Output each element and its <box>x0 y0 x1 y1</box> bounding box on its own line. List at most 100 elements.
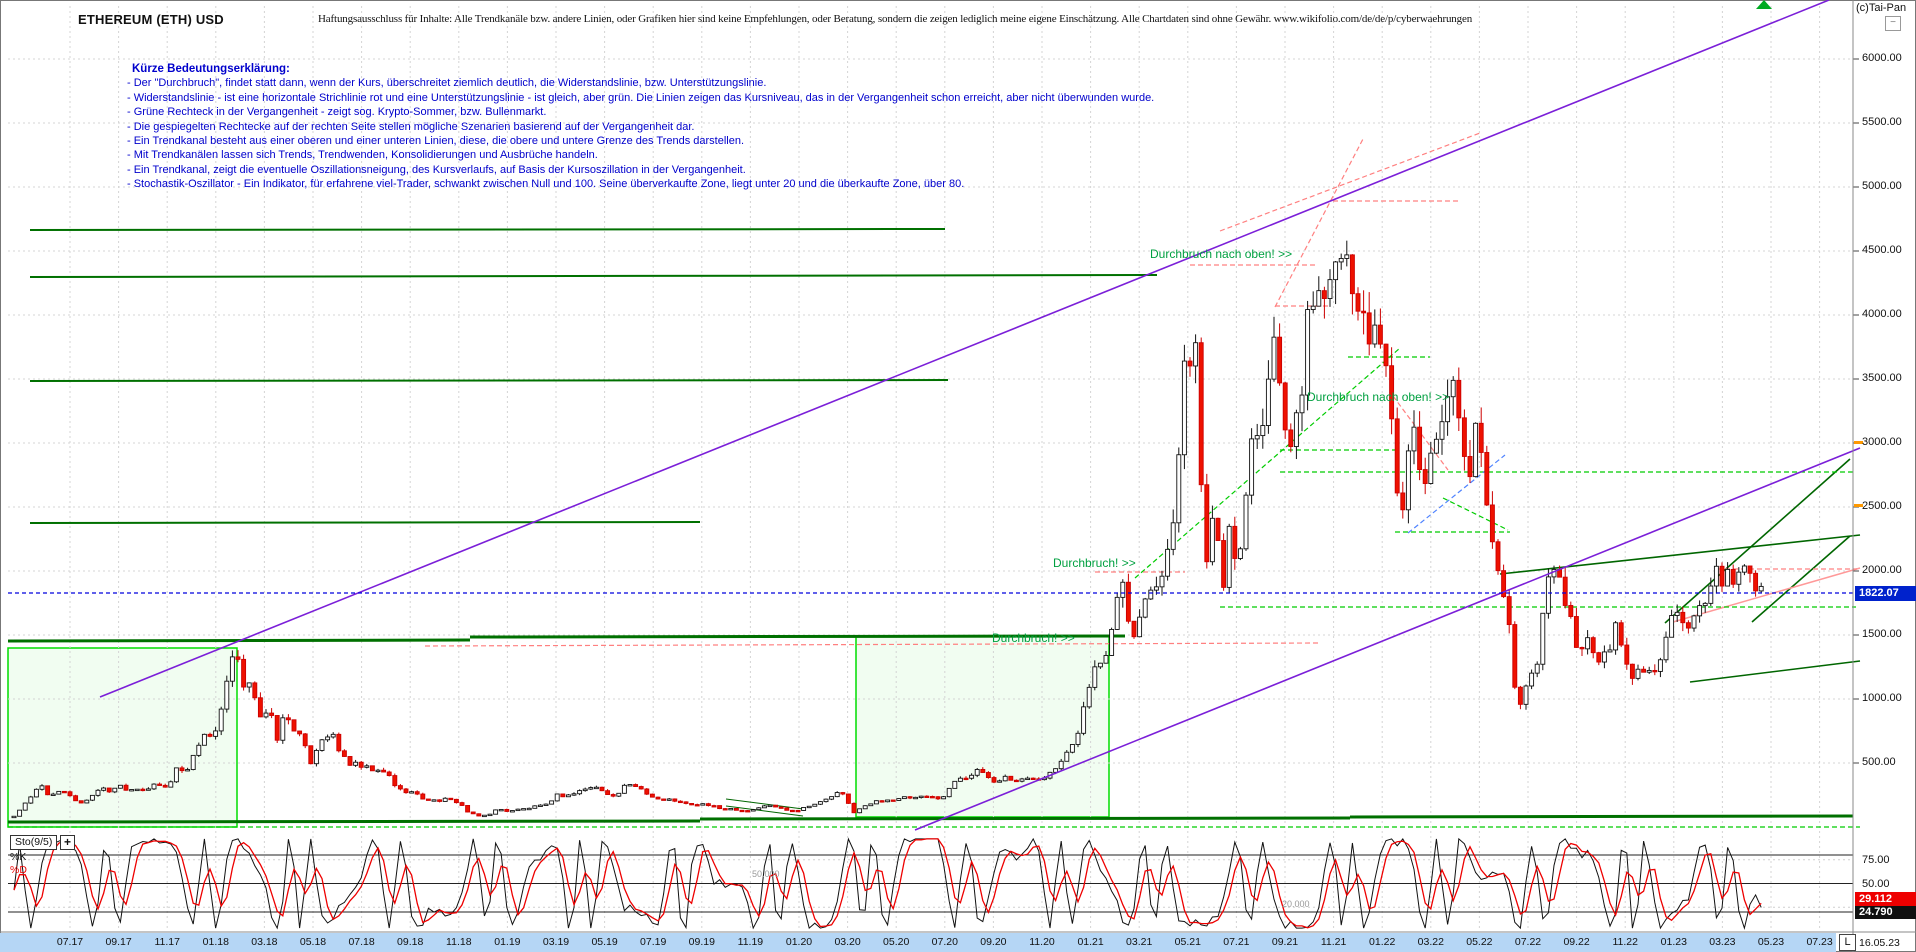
channel-steep-lower <box>1751 535 1851 623</box>
price-axis-label: 3000.00 <box>1862 436 1902 448</box>
channel-gentle-lower <box>1689 660 1861 683</box>
range-button[interactable]: L <box>1839 934 1856 951</box>
candle-body <box>571 793 577 796</box>
candle-body <box>1288 429 1294 448</box>
candle-body <box>1366 312 1372 345</box>
date-label: 11.17 <box>154 936 180 948</box>
candle-body <box>857 808 863 814</box>
candle-body <box>1316 290 1322 307</box>
candle-body <box>1506 596 1512 626</box>
legend-note-line: - Stochastik-Oszillator - Ein Indikator,… <box>127 178 965 191</box>
candle-body <box>1299 394 1305 414</box>
price-axis-label: 500.00 <box>1862 756 1896 768</box>
candle-body <box>1293 412 1299 448</box>
date-label: 03.22 <box>1417 936 1444 948</box>
mirror-decline-dashed <box>1392 395 1449 471</box>
legend-note-line: - Ein Trendkanal, zeigt die eventuelle O… <box>127 163 746 176</box>
candle-body <box>1473 422 1479 478</box>
candle-body <box>694 804 700 807</box>
legend-note-line: - Die gespiegelten Rechtecke auf der rec… <box>127 120 695 133</box>
candle-body <box>1243 494 1249 550</box>
candle-body <box>437 799 443 802</box>
date-label: 07.20 <box>931 936 958 948</box>
candle-body <box>504 808 510 812</box>
candle-body <box>845 793 851 804</box>
candle-body <box>1646 669 1652 673</box>
candle-body <box>593 786 599 790</box>
candle-body <box>1086 686 1092 708</box>
sto-indicator-label[interactable]: Sto(9/5) <box>10 835 58 850</box>
candle-body <box>224 680 230 710</box>
candle-body <box>1209 517 1215 563</box>
minimize-icon[interactable]: − <box>1885 16 1901 31</box>
candle-body <box>655 796 661 800</box>
green-arrow-marker <box>1756 0 1772 9</box>
candle-body <box>1321 290 1327 299</box>
date-label: 11.22 <box>1612 936 1638 948</box>
candle-body <box>666 798 672 801</box>
candle-body <box>196 744 202 756</box>
candle-body <box>890 799 896 802</box>
candle-body <box>1013 779 1019 783</box>
candle-body <box>1713 565 1719 587</box>
candle-body <box>1461 417 1467 457</box>
candle-body <box>946 787 952 798</box>
candle-body <box>280 717 286 741</box>
candle-body <box>1680 611 1686 624</box>
krypto-sommer-rect <box>855 635 1110 818</box>
candle-body <box>806 805 812 809</box>
candle-body <box>11 815 17 819</box>
last-price-tag: 1822.07 <box>1855 586 1916 601</box>
candle-body <box>885 799 891 803</box>
candle-body <box>493 809 499 815</box>
date-label: 05.21 <box>1174 936 1201 948</box>
date-label: 05.18 <box>299 936 327 948</box>
candle-body <box>151 783 157 790</box>
candle-body <box>683 801 689 804</box>
date-label: 09.19 <box>688 936 715 948</box>
candle-body <box>1540 612 1546 665</box>
candle-body <box>918 795 924 799</box>
date-label: 09.22 <box>1563 936 1590 948</box>
candle-body <box>689 803 695 806</box>
price-axis-label: 1500.00 <box>1862 628 1902 640</box>
krypto-sommer-rect <box>7 647 238 828</box>
candle-body <box>1170 522 1176 550</box>
candle-body <box>515 808 521 812</box>
candle-body <box>789 809 795 813</box>
candle-body <box>336 733 342 752</box>
candle-body <box>1081 706 1087 734</box>
candle-body <box>1691 615 1697 629</box>
candle-body <box>717 805 723 810</box>
candle-body <box>778 806 784 809</box>
price-axis-label: 4000.00 <box>1862 308 1902 320</box>
legend-note-line: - Ein Trendkanal besteht aus einer obere… <box>127 135 745 148</box>
date-label: 09.20 <box>980 936 1007 948</box>
candle-body <box>442 797 448 802</box>
sto-expand-icon[interactable]: + <box>60 835 75 850</box>
candle-body <box>1529 672 1535 687</box>
candle-body <box>274 715 280 741</box>
candle-body <box>1305 309 1311 396</box>
candle-body <box>739 809 745 813</box>
candle-body <box>1534 663 1540 674</box>
last-date-label: 16.05.23 <box>1859 937 1900 949</box>
candle-body <box>1596 652 1602 663</box>
candle-body <box>1517 686 1523 705</box>
candle-body <box>1131 620 1137 638</box>
date-label: 07.19 <box>640 936 667 948</box>
candle-body <box>179 767 185 772</box>
candle-body <box>1635 668 1641 679</box>
candle-body <box>969 774 975 779</box>
candle-body <box>1585 637 1591 650</box>
candle-body <box>129 789 135 792</box>
candle-body <box>980 769 986 773</box>
candle-body <box>1237 548 1243 559</box>
date-scrollbar[interactable] <box>0 933 1836 952</box>
candle-body <box>1025 777 1031 781</box>
date-label: 11.21 <box>1320 936 1347 948</box>
date-label: 11.19 <box>737 936 764 948</box>
candle-body <box>1344 254 1350 259</box>
candle-body <box>767 804 773 808</box>
support-1490-right <box>469 634 1126 639</box>
